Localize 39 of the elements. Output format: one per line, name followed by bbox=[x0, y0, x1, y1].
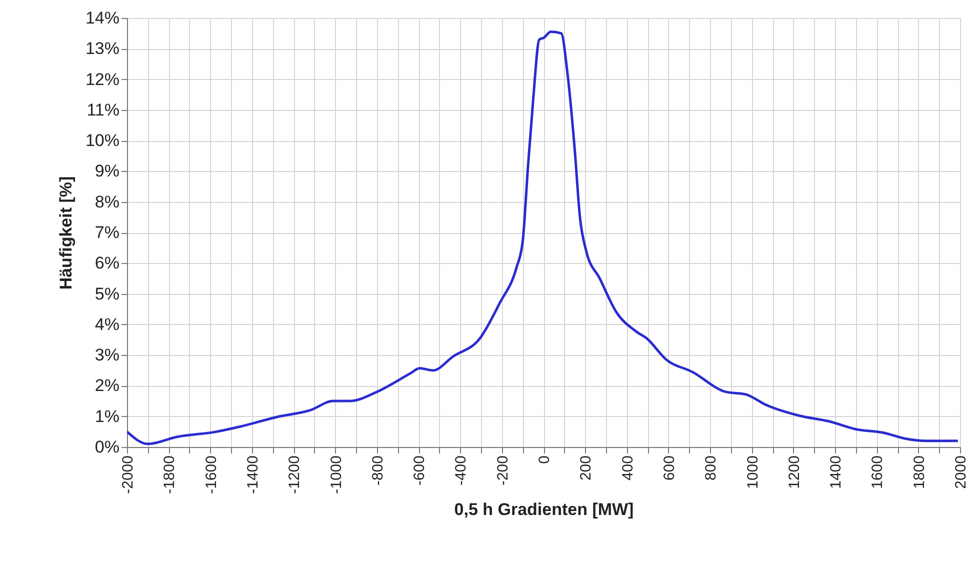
y-tick-label: 8% bbox=[94, 192, 120, 212]
x-tick-label: 400 bbox=[619, 456, 636, 481]
x-tick-label: -600 bbox=[411, 456, 428, 486]
y-tick-label: 2% bbox=[94, 376, 120, 396]
x-tick-label: -200 bbox=[494, 456, 512, 486]
x-tick-label: 0 bbox=[536, 456, 553, 464]
y-tick-label: 13% bbox=[85, 39, 120, 58]
x-tick-label: 1200 bbox=[786, 456, 803, 489]
x-tick-label: -1800 bbox=[161, 456, 178, 494]
y-tick-label: 10% bbox=[85, 131, 120, 150]
x-tick-label: -1000 bbox=[328, 456, 345, 494]
x-tick-label: 1800 bbox=[910, 456, 928, 489]
x-tick-label: -2000 bbox=[120, 456, 136, 494]
x-tick-label: 800 bbox=[702, 456, 720, 481]
x-tick-label: 1400 bbox=[828, 456, 845, 489]
y-tick-label: 1% bbox=[94, 406, 120, 426]
x-tick-label: 1600 bbox=[869, 456, 886, 489]
y-tick-label: 3% bbox=[94, 346, 120, 365]
x-tick-label: -1400 bbox=[244, 456, 262, 494]
x-axis-title: 0,5 h Gradienten [MW] bbox=[454, 500, 634, 519]
y-tick-label: 7% bbox=[94, 223, 120, 242]
x-tick-label: -1600 bbox=[202, 456, 220, 494]
y-tick-label: 4% bbox=[94, 314, 120, 334]
y-tick-label: 5% bbox=[94, 284, 120, 304]
y-tick-label: 6% bbox=[94, 254, 120, 273]
x-tick-label: -800 bbox=[369, 456, 386, 486]
y-tick-label: 12% bbox=[85, 70, 120, 89]
x-tick-label: -400 bbox=[452, 456, 470, 486]
x-tick-label: 600 bbox=[660, 456, 678, 481]
x-tick-label: -1200 bbox=[286, 456, 304, 494]
x-tick-label: 2000 bbox=[952, 456, 967, 489]
y-tick-label: 11% bbox=[86, 100, 120, 120]
y-tick-label: 0% bbox=[94, 438, 120, 456]
y-tick-label: 14% bbox=[85, 8, 120, 28]
y-axis-title: Häufigkeit [%] bbox=[56, 176, 76, 290]
y-tick-label: 9% bbox=[94, 162, 120, 181]
line-series bbox=[127, 30, 960, 446]
x-tick-label: 200 bbox=[578, 456, 595, 481]
x-tick-label: 1000 bbox=[744, 456, 762, 489]
